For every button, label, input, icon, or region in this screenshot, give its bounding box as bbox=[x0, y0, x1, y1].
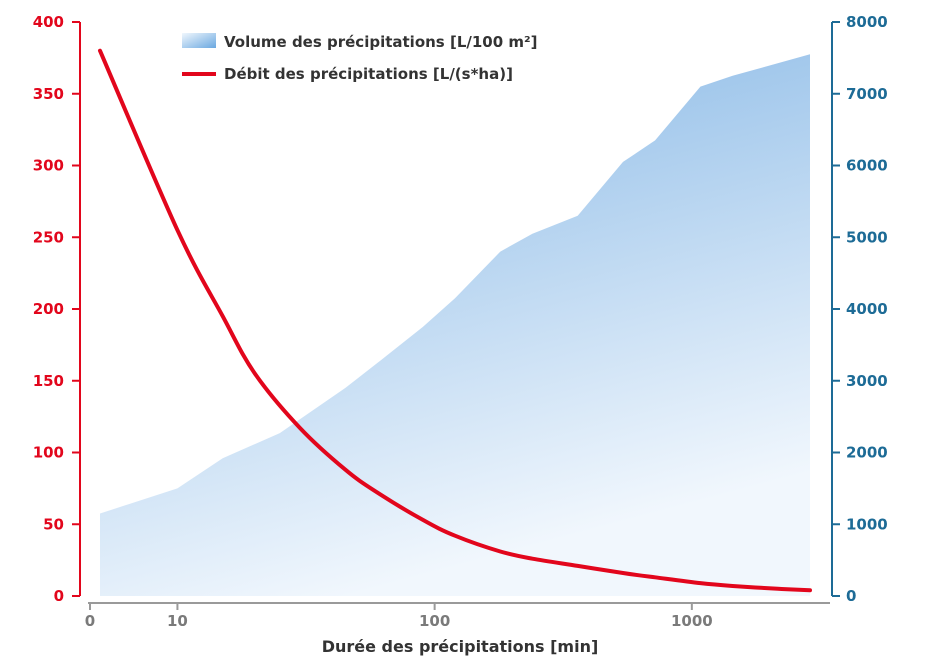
left-tick-label: 150 bbox=[33, 372, 64, 390]
right-tick-label: 5000 bbox=[846, 228, 888, 246]
x-tick-label: 0 bbox=[85, 612, 95, 630]
legend: Volume des précipitations [L/100 m²] Déb… bbox=[182, 33, 537, 83]
right-tick-label: 3000 bbox=[846, 372, 888, 390]
x-tick-label: 10 bbox=[167, 612, 188, 630]
left-tick-label: 300 bbox=[33, 157, 64, 175]
legend-label-volume: Volume des précipitations [L/100 m²] bbox=[224, 33, 537, 51]
right-tick-label: 4000 bbox=[846, 300, 888, 318]
left-tick-label: 250 bbox=[33, 228, 64, 246]
right-tick-label: 8000 bbox=[846, 13, 888, 31]
right-tick-label: 1000 bbox=[846, 515, 888, 533]
series-line-debit bbox=[98, 48, 812, 593]
left-tick-label: 0 bbox=[54, 587, 64, 605]
left-tick-label: 400 bbox=[33, 13, 64, 31]
left-tick-label: 200 bbox=[33, 300, 64, 318]
right-tick-label: 6000 bbox=[846, 157, 888, 175]
left-y-axis: 400 350 300 250 200 150 100 50 0 bbox=[33, 13, 81, 605]
right-tick-label: 0 bbox=[846, 587, 856, 605]
right-tick-label: 7000 bbox=[846, 85, 888, 103]
x-axis: 0 10 100 1000 bbox=[85, 602, 830, 630]
left-tick-label: 100 bbox=[33, 444, 64, 462]
series-area-volume bbox=[100, 54, 810, 597]
legend-label-debit: Débit des précipitations [L/(s*ha)] bbox=[224, 65, 513, 83]
right-y-axis: 8000 7000 6000 5000 4000 3000 2000 1000 0 bbox=[831, 13, 888, 605]
x-axis-label: Durée des précipitations [min] bbox=[322, 637, 599, 656]
right-tick-label: 2000 bbox=[846, 444, 888, 462]
x-tick-label: 100 bbox=[419, 612, 450, 630]
legend-swatch-volume bbox=[182, 33, 216, 48]
left-tick-label: 50 bbox=[43, 515, 64, 533]
left-tick-label: 350 bbox=[33, 85, 64, 103]
x-tick-label: 1000 bbox=[671, 612, 713, 630]
